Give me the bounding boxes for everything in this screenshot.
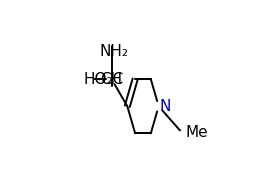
Text: HO₂C: HO₂C — [84, 72, 124, 87]
Text: CH: CH — [101, 72, 123, 87]
Text: Me: Me — [186, 125, 208, 140]
Text: NH₂: NH₂ — [99, 44, 128, 59]
Text: N: N — [159, 99, 171, 114]
